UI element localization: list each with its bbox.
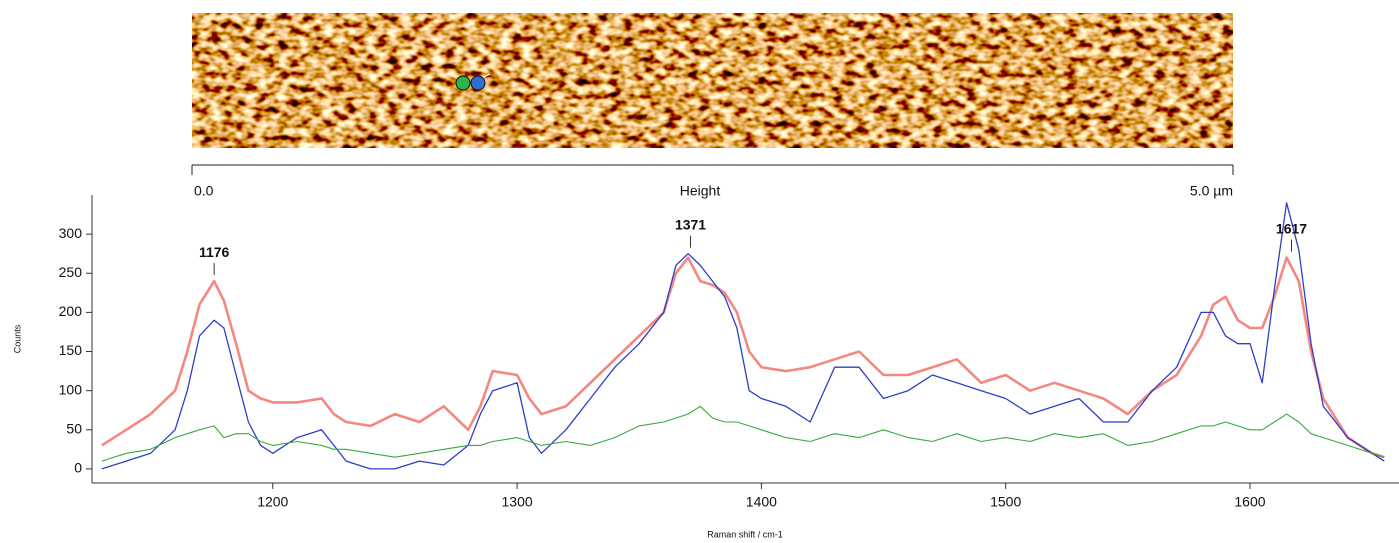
x-tick-label: 1300 xyxy=(502,494,533,510)
spectrum-line xyxy=(101,202,1385,470)
x-tick-label: 1600 xyxy=(1234,494,1265,510)
x-tick-label: 1500 xyxy=(990,494,1021,510)
y-tick-label: 150 xyxy=(59,342,83,358)
x-tick-label: 1400 xyxy=(746,494,777,510)
y-tick-label: 300 xyxy=(59,225,83,241)
x-axis-label: Raman shift / cm-1 xyxy=(707,529,783,539)
peak-label: 1371 xyxy=(675,216,706,232)
y-tick-label: 0 xyxy=(74,460,82,476)
afm-image xyxy=(192,13,1233,148)
peak-label: 1617 xyxy=(1276,220,1307,236)
y-tick-label: 200 xyxy=(59,303,83,319)
y-axis-label: Counts xyxy=(12,324,22,353)
scale-end: 5.0 µm xyxy=(1190,183,1233,199)
scale-title: Height xyxy=(680,183,721,199)
y-tick-label: 100 xyxy=(59,381,83,397)
spectrum-line xyxy=(101,405,1385,462)
x-tick-label: 1200 xyxy=(257,494,288,510)
y-tick-label: 250 xyxy=(59,264,83,280)
y-tick-label: 50 xyxy=(66,420,82,436)
scale-start: 0.0 xyxy=(194,183,214,199)
peak-label: 1176 xyxy=(199,244,230,260)
blue-marker xyxy=(470,75,486,91)
green-marker xyxy=(455,75,471,91)
